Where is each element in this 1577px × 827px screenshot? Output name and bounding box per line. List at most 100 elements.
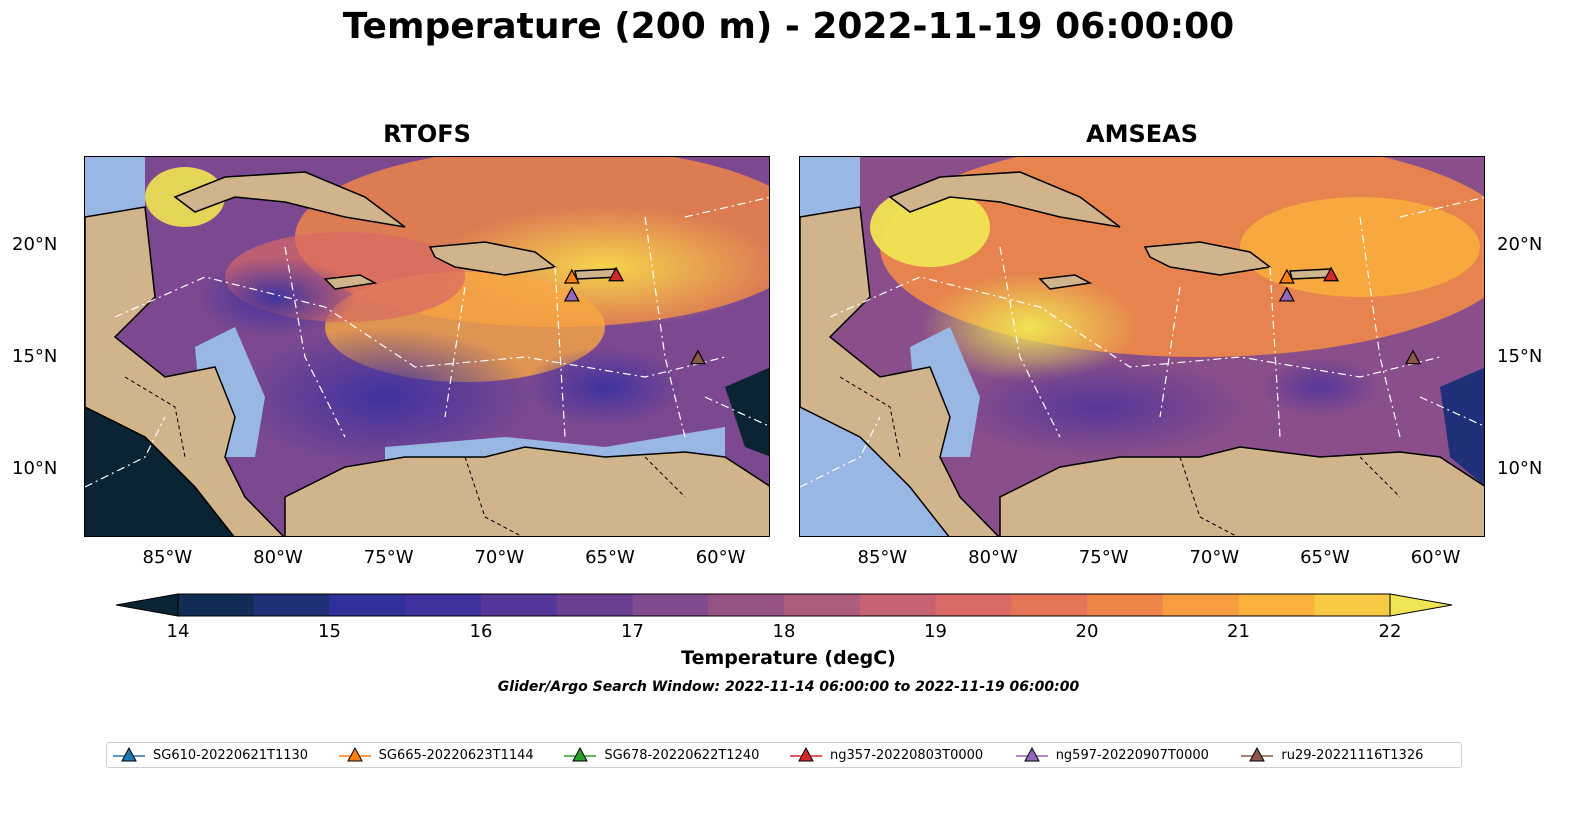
colorbar-frame	[177, 593, 1391, 617]
eez-boundary	[284, 216, 686, 438]
colorbar-over-arrow	[1389, 593, 1453, 617]
lat-tick-label: 20°N	[12, 233, 58, 255]
legend-label: ru29-20221116T1326	[1281, 747, 1424, 763]
warm-eddy	[870, 187, 990, 267]
lon-tick-label: 85°W	[857, 547, 908, 568]
lon-tick-label: 70°W	[1189, 547, 1240, 568]
lat-tick-label: 20°N	[1497, 233, 1543, 255]
eez-boundary	[114, 276, 726, 378]
country-border	[124, 376, 686, 536]
cold-eddy	[525, 347, 685, 427]
legend-label: SG610-20220621T1130	[153, 747, 309, 763]
lat-tick-label: 10°N	[1497, 457, 1543, 479]
colorbar-bin	[1314, 594, 1391, 616]
legend-label: ng597-20220907T0000	[1055, 747, 1209, 763]
legend-label: SG678-20220622T1240	[604, 747, 760, 763]
legend-entry: SG665-20220623T1144	[338, 746, 559, 764]
glider-marker	[1404, 349, 1421, 365]
lon-tick-label: 70°W	[474, 547, 525, 568]
legend-entry: ng597-20220907T0000	[1015, 746, 1236, 764]
legend-entry: ng357-20220803T0000	[790, 746, 1010, 764]
land-cuba	[173, 171, 406, 228]
legend-entry: ru29-20221116T1326	[1241, 746, 1461, 764]
colorbar-bin	[708, 594, 785, 616]
warm-eddy	[1240, 197, 1480, 297]
colorbar-tick-label: 22	[1378, 621, 1402, 642]
colorbar-bin	[1011, 594, 1088, 616]
colorbar-bin	[859, 594, 937, 616]
glider-marker	[689, 349, 706, 365]
lon-tick-label: 85°W	[142, 547, 193, 568]
glider-markers	[563, 266, 706, 365]
legend-label: SG665-20220623T1144	[378, 747, 534, 763]
eez-boundary	[85, 196, 769, 488]
search-window-caption: Glider/Argo Search Window: 2022-11-14 06…	[497, 679, 1080, 695]
land-central-america	[800, 206, 1000, 536]
dark-ocean	[1440, 367, 1484, 486]
shelf-area	[800, 407, 949, 536]
colorbar-tick-label: 14	[166, 621, 190, 642]
colorbar-under-arrow	[115, 593, 179, 617]
legend-label: ng357-20220803T0000	[830, 747, 984, 763]
colorbar-bin	[481, 594, 558, 616]
triangle-marker-icon	[1241, 746, 1274, 762]
colorbar-title: Temperature (degC)	[681, 647, 896, 669]
colorbar-bin	[405, 594, 482, 616]
cold-eddy	[950, 357, 1250, 457]
dark-ocean	[725, 367, 769, 457]
legend-entry: SG610-20220621T1130	[113, 746, 333, 764]
glider-marker	[563, 268, 580, 284]
glider-marker	[608, 266, 625, 282]
colorbar	[115, 590, 1453, 620]
lon-tick-label: 65°W	[585, 547, 635, 568]
rtofs-panel-title: RTOFS	[383, 120, 471, 148]
dark-ocean	[85, 407, 234, 536]
land-south-america	[284, 446, 769, 536]
colorbar-tick-label: 17	[621, 621, 644, 642]
land-south-america	[999, 446, 1484, 536]
legend: SG610-20220621T1130 SG665-20220623T1144 SG…	[106, 742, 1462, 768]
land-hispaniola	[1143, 241, 1272, 276]
glider-marker	[1323, 266, 1340, 282]
glider-marker	[1278, 268, 1295, 284]
colorbar-bin	[1087, 594, 1164, 616]
colorbar-tick-label: 21	[1227, 621, 1250, 642]
colorbar-tick-label: 16	[469, 621, 493, 642]
eez-boundary	[999, 216, 1401, 438]
glider-markers	[1278, 266, 1421, 365]
land-cuba	[888, 171, 1121, 228]
lon-tick-label: 60°W	[695, 547, 746, 568]
glider-marker	[1278, 286, 1295, 302]
warm-eddy	[920, 272, 1140, 382]
triangle-marker-icon	[113, 746, 145, 762]
lat-tick-label: 15°N	[1497, 345, 1543, 367]
rtofs-map	[84, 156, 770, 537]
colorbar-bin	[1238, 594, 1315, 616]
land-hispaniola	[428, 241, 557, 276]
colorbar-bin	[935, 594, 1012, 616]
lat-tick-label: 15°N	[12, 345, 58, 367]
land-jamaica	[1038, 274, 1093, 290]
colorbar-bin	[784, 594, 861, 616]
eez-boundary	[800, 196, 1484, 488]
cold-eddy	[195, 257, 355, 337]
colorbar-tick-label: 15	[318, 621, 341, 642]
colorbar-tick-label: 19	[924, 621, 947, 642]
land-central-america	[85, 206, 285, 536]
colorbar-tick-label: 18	[772, 621, 796, 642]
triangle-marker-icon	[1015, 746, 1048, 762]
lat-tick-label: 10°N	[12, 457, 58, 479]
colorbar-bin	[556, 594, 634, 616]
lon-tick-label: 80°W	[968, 547, 1018, 568]
lon-tick-label: 80°W	[253, 547, 303, 568]
eez-boundary	[829, 276, 1441, 378]
glider-marker	[563, 286, 580, 302]
colorbar-bin	[178, 594, 255, 616]
figure-title: Temperature (200 m) - 2022-11-19 06:00:0…	[342, 6, 1235, 47]
land-jamaica	[323, 274, 378, 290]
lon-tick-label: 60°W	[1410, 547, 1461, 568]
colorbar-tick-label: 20	[1075, 621, 1099, 642]
cold-eddy	[1260, 357, 1380, 417]
colorbar-bin	[632, 594, 709, 616]
amseas-panel-title: AMSEAS	[1086, 120, 1198, 148]
